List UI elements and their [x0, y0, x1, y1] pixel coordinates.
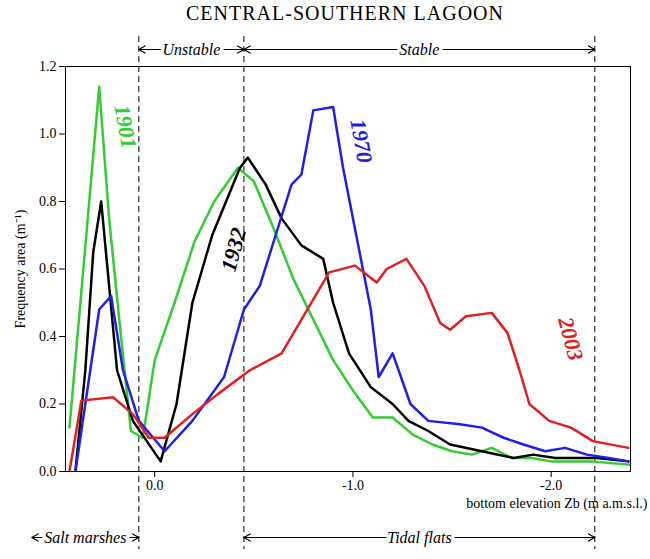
- svg-text:0.0: 0.0: [146, 478, 164, 493]
- html-text:CENTRAL-SOUTHERN LAGOON: CENTRAL-SOUTHERN LAGOON: [186, 2, 504, 24]
- svg-text:1.0: 1.0: [39, 126, 57, 141]
- svg-text:Stable: Stable: [399, 41, 439, 58]
- svg-text:1932: 1932: [216, 225, 252, 274]
- svg-text:-2.0: -2.0: [540, 478, 562, 493]
- svg-text:0.2: 0.2: [39, 396, 57, 411]
- svg-text:0.0: 0.0: [39, 464, 57, 479]
- svg-text:Tidal flats: Tidal flats: [387, 529, 451, 547]
- svg-text:0.4: 0.4: [39, 329, 57, 344]
- svg-text:0.8: 0.8: [39, 194, 57, 209]
- svg-text:-1.0: -1.0: [342, 478, 364, 493]
- svg-text:1970: 1970: [345, 117, 377, 165]
- svg-text:2003: 2003: [553, 313, 589, 363]
- svg-text:Unstable: Unstable: [162, 41, 220, 58]
- svg-text:0.6: 0.6: [39, 261, 57, 276]
- svg-text:1.2: 1.2: [39, 59, 57, 74]
- svg-text:Frequency area (m⁻¹): Frequency area (m⁻¹): [13, 209, 29, 328]
- svg-text:bottom elevation Zb (m a.m.s.l: bottom elevation Zb (m a.m.s.l.): [466, 496, 648, 512]
- svg-text:1901: 1901: [110, 103, 142, 151]
- svg-text:Salt marshes: Salt marshes: [44, 529, 126, 546]
